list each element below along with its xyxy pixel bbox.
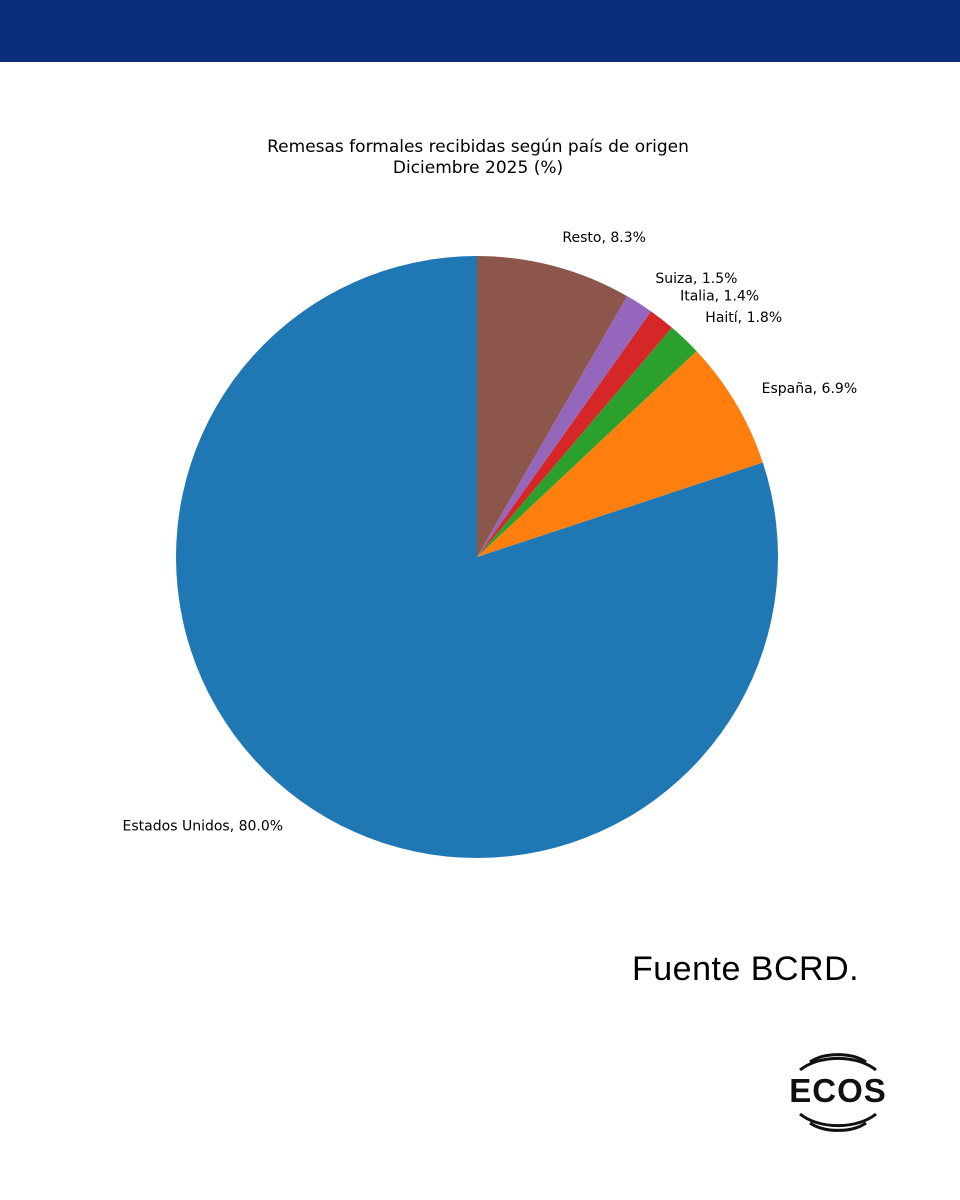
chart-title: Remesas formales recibidas según país de… <box>267 137 689 157</box>
ecos-logo: ECOS <box>786 1048 890 1138</box>
pie-slice-estados-unidos <box>176 256 779 858</box>
pie-slice-resto <box>477 256 628 557</box>
pie-slice-suiza <box>477 296 651 557</box>
pie-slice-haití <box>477 327 697 557</box>
source-note: Fuente BCRD. <box>632 950 860 988</box>
pie-slice-españa <box>477 351 763 557</box>
chart-title-block: Remesas formales recibidas según país de… <box>0 137 956 179</box>
pie-slice-italia <box>477 311 672 557</box>
top-banner <box>0 0 960 62</box>
slice-label-haití: Haití, 1.8% <box>705 310 782 326</box>
slice-label-españa: España, 6.9% <box>762 381 858 397</box>
logo-text: ECOS <box>789 1072 887 1109</box>
logo-arcs-icon <box>799 1053 877 1132</box>
slice-label-resto: Resto, 8.3% <box>562 230 646 246</box>
slice-label-italia: Italia, 1.4% <box>680 289 759 305</box>
slice-label-estados-unidos: Estados Unidos, 80.0% <box>123 818 284 834</box>
chart-subtitle: Diciembre 2025 (%) <box>392 158 564 178</box>
slice-label-suiza: Suiza, 1.5% <box>655 271 737 287</box>
